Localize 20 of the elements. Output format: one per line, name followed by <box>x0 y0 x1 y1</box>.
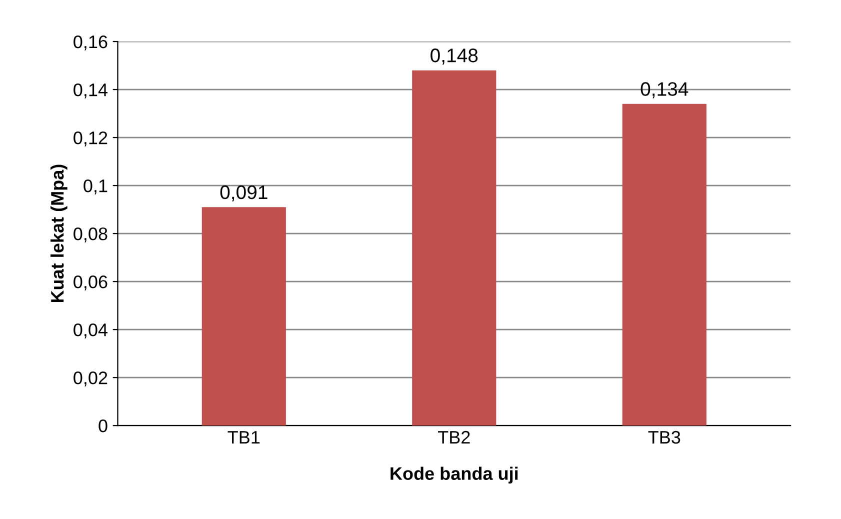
y-tick-label: 0,06 <box>74 275 108 290</box>
y-tick-label: 0 <box>98 420 108 432</box>
x-tick-label: TB3 <box>648 430 680 444</box>
y-axis-title: Kuat lekat (Mpa) <box>50 164 68 302</box>
y-tick-label: 0,16 <box>74 35 108 50</box>
bar <box>622 104 706 426</box>
y-tick-label: 0,12 <box>74 131 108 146</box>
x-tick-label: TB2 <box>438 430 470 444</box>
y-tick-label: 0,1 <box>84 179 108 194</box>
y-tick-label: 0,04 <box>74 324 108 338</box>
data-label: 0,148 <box>430 48 478 65</box>
x-axis-title: Kode banda uji <box>390 466 518 484</box>
data-label: 0,091 <box>220 185 268 202</box>
y-tick-label: 0,08 <box>74 227 108 242</box>
y-tick-label: 0,02 <box>74 372 108 386</box>
data-label: 0,134 <box>640 82 688 98</box>
bar <box>412 70 496 426</box>
y-tick-label: 0,14 <box>74 83 108 98</box>
bar <box>202 207 286 426</box>
x-tick-label: TB1 <box>228 431 260 444</box>
